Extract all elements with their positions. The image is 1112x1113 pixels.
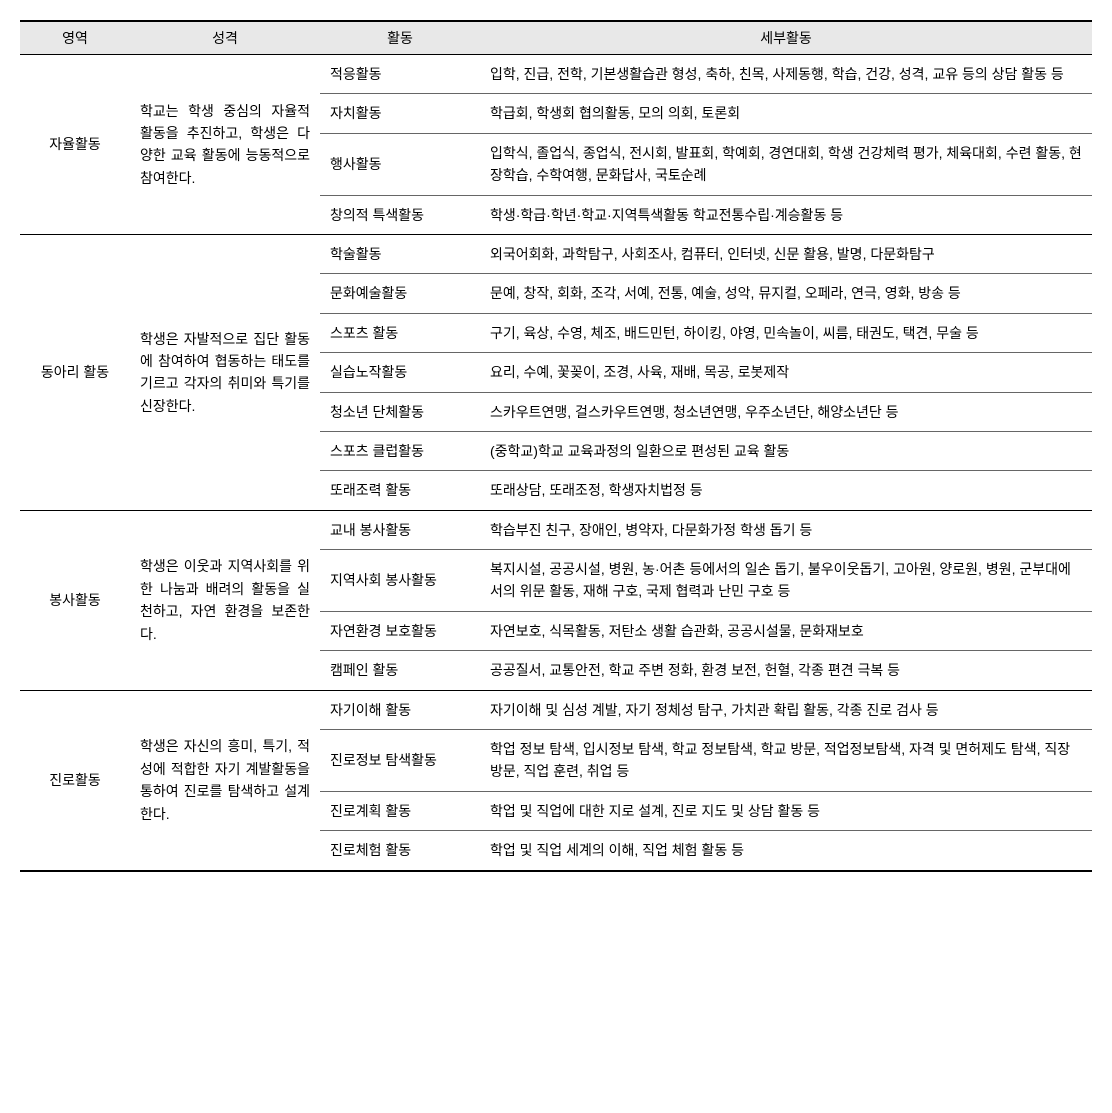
table-row: 봉사활동학생은 이웃과 지역사회를 위한 나눔과 배려의 활동을 실천하고, 자… — [20, 510, 1092, 549]
header-activity: 활동 — [320, 21, 480, 55]
activity-cell: 진로계획 활동 — [320, 791, 480, 830]
area-cell: 동아리 활동 — [20, 234, 130, 510]
activity-cell: 진로체험 활동 — [320, 831, 480, 871]
character-cell: 학생은 자신의 흥미, 특기, 적성에 적합한 자기 계발활동을 통하여 진로를… — [130, 690, 320, 870]
detail-cell: 입학, 진급, 전학, 기본생활습관 형성, 축하, 친목, 사제동행, 학습,… — [480, 55, 1092, 94]
detail-cell: (중학교)학교 교육과정의 일환으로 편성된 교육 활동 — [480, 431, 1092, 470]
detail-cell: 입학식, 졸업식, 종업식, 전시회, 발표회, 학예회, 경연대회, 학생 건… — [480, 133, 1092, 195]
table-body: 자율활동학교는 학생 중심의 자율적 활동을 추진하고, 학생은 다양한 교육 … — [20, 55, 1092, 871]
activity-cell: 스포츠 클럽활동 — [320, 431, 480, 470]
activity-cell: 창의적 특색활동 — [320, 195, 480, 234]
activity-cell: 문화예술활동 — [320, 274, 480, 313]
header-area: 영역 — [20, 21, 130, 55]
table-row: 동아리 활동학생은 자발적으로 집단 활동에 참여하여 협동하는 태도를 기르고… — [20, 234, 1092, 273]
activity-cell: 자치활동 — [320, 94, 480, 133]
detail-cell: 자연보호, 식목활동, 저탄소 생활 습관화, 공공시설물, 문화재보호 — [480, 611, 1092, 650]
activity-cell: 청소년 단체활동 — [320, 392, 480, 431]
area-cell: 봉사활동 — [20, 510, 130, 690]
detail-cell: 자기이해 및 심성 계발, 자기 정체성 탐구, 가치관 확립 활동, 각종 진… — [480, 690, 1092, 729]
character-cell: 학생은 자발적으로 집단 활동에 참여하여 협동하는 태도를 기르고 각자의 취… — [130, 234, 320, 510]
activity-cell: 실습노작활동 — [320, 353, 480, 392]
detail-cell: 학업 및 직업에 대한 지로 설계, 진로 지도 및 상담 활동 등 — [480, 791, 1092, 830]
activity-cell: 자연환경 보호활동 — [320, 611, 480, 650]
header-row: 영역 성격 활동 세부활동 — [20, 21, 1092, 55]
detail-cell: 학생·학급·학년·학교·지역특색활동 학교전통수립·계승활동 등 — [480, 195, 1092, 234]
detail-cell: 또래상담, 또래조정, 학생자치법정 등 — [480, 471, 1092, 510]
detail-cell: 요리, 수예, 꽃꽂이, 조경, 사육, 재배, 목공, 로봇제작 — [480, 353, 1092, 392]
activity-cell: 캠페인 활동 — [320, 651, 480, 690]
detail-cell: 스카우트연맹, 걸스카우트연맹, 청소년연맹, 우주소년단, 해양소년단 등 — [480, 392, 1092, 431]
activity-cell: 지역사회 봉사활동 — [320, 550, 480, 612]
activity-cell: 진로정보 탐색활동 — [320, 730, 480, 792]
detail-cell: 학습부진 친구, 장애인, 병약자, 다문화가정 학생 돕기 등 — [480, 510, 1092, 549]
activity-cell: 학술활동 — [320, 234, 480, 273]
activity-cell: 스포츠 활동 — [320, 313, 480, 352]
character-cell: 학교는 학생 중심의 자율적 활동을 추진하고, 학생은 다양한 교육 활동에 … — [130, 55, 320, 235]
area-cell: 진로활동 — [20, 690, 130, 870]
detail-cell: 외국어회화, 과학탐구, 사회조사, 컴퓨터, 인터넷, 신문 활용, 발명, … — [480, 234, 1092, 273]
header-character: 성격 — [130, 21, 320, 55]
activity-cell: 교내 봉사활동 — [320, 510, 480, 549]
area-cell: 자율활동 — [20, 55, 130, 235]
activity-table: 영역 성격 활동 세부활동 자율활동학교는 학생 중심의 자율적 활동을 추진하… — [20, 20, 1092, 872]
activity-cell: 또래조력 활동 — [320, 471, 480, 510]
character-cell: 학생은 이웃과 지역사회를 위한 나눔과 배려의 활동을 실천하고, 자연 환경… — [130, 510, 320, 690]
detail-cell: 문예, 창작, 회화, 조각, 서예, 전통, 예술, 성악, 뮤지컬, 오페라… — [480, 274, 1092, 313]
table-row: 진로활동학생은 자신의 흥미, 특기, 적성에 적합한 자기 계발활동을 통하여… — [20, 690, 1092, 729]
detail-cell: 학업 및 직업 세계의 이해, 직업 체험 활동 등 — [480, 831, 1092, 871]
activity-cell: 적응활동 — [320, 55, 480, 94]
detail-cell: 공공질서, 교통안전, 학교 주변 정화, 환경 보전, 헌혈, 각종 편견 극… — [480, 651, 1092, 690]
detail-cell: 학업 정보 탐색, 입시정보 탐색, 학교 정보탐색, 학교 방문, 적업정보탐… — [480, 730, 1092, 792]
detail-cell: 학급회, 학생회 협의활동, 모의 의회, 토론회 — [480, 94, 1092, 133]
header-detail: 세부활동 — [480, 21, 1092, 55]
activity-cell: 행사활동 — [320, 133, 480, 195]
detail-cell: 복지시설, 공공시설, 병원, 농·어촌 등에서의 일손 돕기, 불우이웃돕기,… — [480, 550, 1092, 612]
activity-cell: 자기이해 활동 — [320, 690, 480, 729]
detail-cell: 구기, 육상, 수영, 체조, 배드민턴, 하이킹, 야영, 민속놀이, 씨름,… — [480, 313, 1092, 352]
table-row: 자율활동학교는 학생 중심의 자율적 활동을 추진하고, 학생은 다양한 교육 … — [20, 55, 1092, 94]
